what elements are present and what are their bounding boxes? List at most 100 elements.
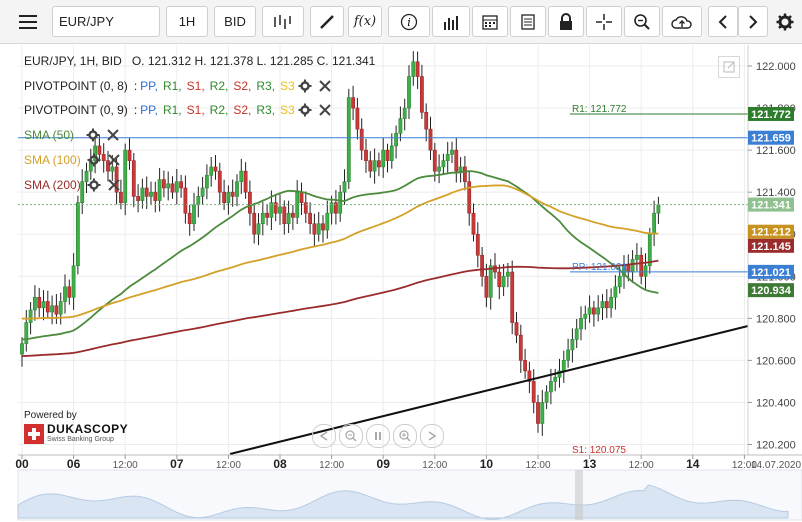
minimap-handle bbox=[575, 470, 583, 520]
candle-body bbox=[376, 160, 381, 168]
candle-body bbox=[566, 349, 571, 361]
x-tick-label: 12:00 bbox=[216, 460, 241, 471]
candle-body bbox=[153, 191, 158, 201]
candle-body bbox=[192, 204, 196, 225]
zoom-out-button[interactable] bbox=[339, 424, 363, 448]
lock-icon bbox=[560, 12, 572, 30]
gear-icon[interactable] bbox=[87, 153, 101, 167]
candle-body bbox=[149, 191, 153, 197]
close-icon[interactable] bbox=[107, 153, 121, 167]
candle-body bbox=[527, 370, 532, 382]
chart-nav-controls bbox=[312, 424, 444, 448]
close-icon[interactable] bbox=[106, 128, 120, 142]
period-select[interactable]: 1H bbox=[166, 6, 208, 37]
scroll-right-button[interactable] bbox=[420, 424, 444, 448]
minimap-series bbox=[17, 484, 789, 520]
price-tag-bg bbox=[748, 238, 794, 253]
candle-body bbox=[462, 166, 467, 182]
pause-button[interactable] bbox=[366, 424, 390, 448]
crosshair-button[interactable] bbox=[586, 6, 622, 37]
pivot-name: PIVOTPOINT (0, 9) bbox=[24, 103, 128, 117]
candle-type-icon bbox=[274, 14, 291, 29]
scroll-left-button[interactable] bbox=[312, 424, 336, 448]
candle-body bbox=[209, 166, 214, 176]
candle-body bbox=[596, 307, 601, 315]
brand-name: DUKASCOPY bbox=[47, 422, 129, 436]
pivot-level-label: R1, bbox=[162, 103, 182, 117]
info-button[interactable]: i bbox=[388, 6, 430, 37]
cloud-upload-icon bbox=[671, 15, 692, 29]
candle-body bbox=[359, 128, 364, 151]
pivot-legend-2[interactable]: PIVOTPOINT (0, 9) : PP, R1, S1, R2, S2, R3, S3 bbox=[24, 103, 332, 117]
candle-body bbox=[364, 149, 368, 161]
prev-button[interactable] bbox=[708, 6, 738, 37]
candle-body bbox=[531, 381, 536, 403]
chart-type-button[interactable] bbox=[262, 6, 304, 37]
price-tag-label: 121.212 bbox=[751, 227, 791, 239]
candle-body bbox=[252, 212, 257, 235]
sma50-legend[interactable]: SMA (50) bbox=[24, 128, 120, 142]
price-tag-bg bbox=[748, 264, 794, 279]
instrument-select[interactable]: EUR/JPY bbox=[52, 6, 160, 37]
report-button[interactable] bbox=[510, 6, 546, 37]
candle-body bbox=[76, 202, 80, 267]
crosshair-icon bbox=[596, 13, 612, 30]
legend-colon: : bbox=[133, 79, 138, 93]
pivot-level-label: R2, bbox=[209, 103, 229, 117]
candle-body bbox=[415, 61, 420, 77]
next-button[interactable] bbox=[738, 6, 768, 37]
gear-icon[interactable] bbox=[87, 178, 101, 192]
sma200-line bbox=[21, 259, 659, 358]
zoom-in-button[interactable] bbox=[393, 424, 417, 448]
gear-icon[interactable] bbox=[298, 79, 312, 93]
candle-body bbox=[561, 360, 566, 372]
candle-body bbox=[269, 202, 274, 218]
formula-button[interactable]: f(x) bbox=[348, 6, 382, 37]
candle-body bbox=[338, 191, 343, 214]
candle-body bbox=[372, 160, 377, 172]
pivot-label-r1: R1: 121.772 bbox=[572, 104, 627, 115]
triangle-right-icon bbox=[428, 431, 437, 441]
candle-body bbox=[574, 328, 579, 340]
x-tick-label: 12:00 bbox=[732, 460, 757, 471]
y-tick-label: 120.600 bbox=[756, 355, 796, 367]
sma100-legend[interactable]: SMA (100) bbox=[24, 153, 121, 167]
price-tag-bg bbox=[748, 130, 794, 145]
date-end-label: 14.07.2020 bbox=[751, 460, 801, 471]
lock-button[interactable] bbox=[548, 6, 584, 37]
close-icon[interactable] bbox=[318, 79, 332, 93]
settings-button[interactable] bbox=[770, 6, 800, 37]
draw-button[interactable] bbox=[310, 6, 344, 37]
candle-body bbox=[24, 322, 29, 344]
report-icon bbox=[521, 13, 535, 30]
bar-chart-button[interactable] bbox=[432, 6, 470, 37]
candle-body bbox=[144, 187, 149, 197]
candle-body bbox=[37, 297, 42, 309]
zoom-button[interactable] bbox=[624, 6, 660, 37]
sma200-legend[interactable]: SMA (200) bbox=[24, 178, 121, 192]
candle-body bbox=[626, 265, 631, 273]
gear-icon[interactable] bbox=[298, 103, 312, 117]
pivot-legend-1[interactable]: PIVOTPOINT (0, 8) : PP, R1, S1, R2, S2, R3, S3 bbox=[24, 79, 332, 93]
candle-body bbox=[600, 301, 605, 309]
x-tick-label: 00 bbox=[15, 457, 29, 471]
fullscreen-button[interactable] bbox=[718, 56, 740, 78]
y-tick-label: 121.600 bbox=[756, 145, 796, 157]
zoom-icon bbox=[634, 13, 650, 30]
candle-body bbox=[346, 97, 351, 182]
gear-icon[interactable] bbox=[86, 128, 100, 142]
calendar-button[interactable] bbox=[472, 6, 508, 37]
navigator-minimap[interactable] bbox=[17, 469, 802, 521]
x-tick-label: 06 bbox=[67, 457, 81, 471]
candle-body bbox=[321, 223, 325, 231]
close-icon[interactable] bbox=[318, 103, 332, 117]
menu-button[interactable] bbox=[10, 6, 46, 37]
cloud-upload-button[interactable] bbox=[662, 6, 702, 37]
candle-body bbox=[333, 202, 338, 214]
side-select[interactable]: BID bbox=[214, 6, 256, 37]
candle-body bbox=[166, 183, 171, 189]
close-icon[interactable] bbox=[107, 178, 121, 192]
pivot-level-label: S3 bbox=[280, 79, 295, 93]
time-axis[interactable]: 00 06 12:00 07 12:00 08 12:00 09 12:00 10 12:00 13 1… bbox=[15, 454, 802, 471]
